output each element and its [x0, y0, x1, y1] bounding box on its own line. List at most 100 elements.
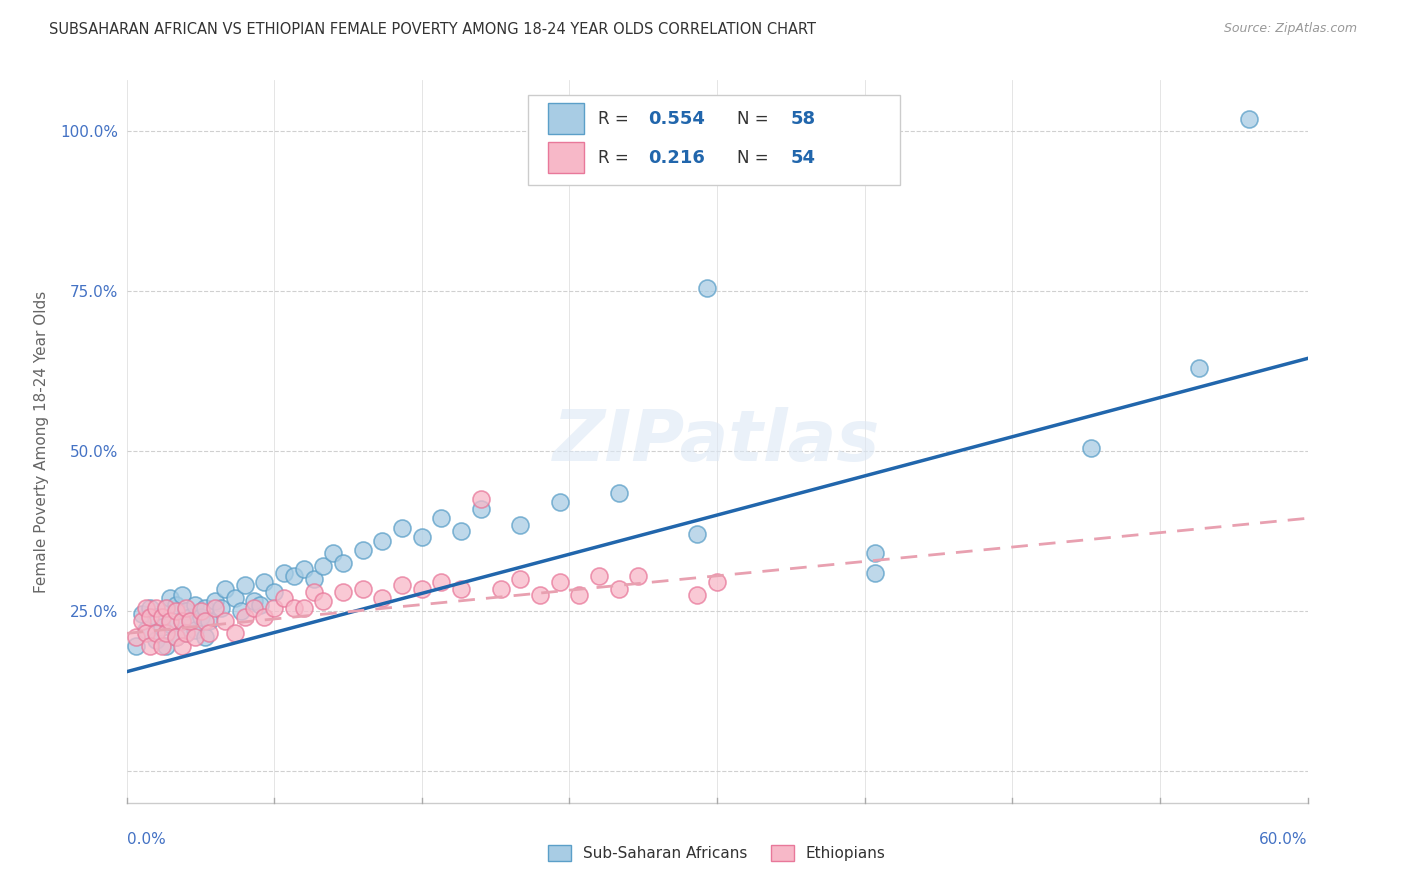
Point — [224, 591, 246, 606]
Point — [194, 600, 217, 615]
Point — [179, 614, 201, 628]
Point — [145, 600, 167, 615]
Point — [430, 575, 453, 590]
Point — [568, 588, 591, 602]
Text: 0.554: 0.554 — [648, 110, 706, 128]
Point — [214, 582, 236, 596]
Point — [253, 575, 276, 590]
Point — [125, 630, 148, 644]
Point — [159, 591, 181, 606]
Point — [233, 610, 256, 624]
Point — [607, 485, 630, 500]
Point — [249, 598, 271, 612]
Point — [204, 600, 226, 615]
Point — [233, 578, 256, 592]
Point — [450, 524, 472, 538]
Point — [165, 630, 187, 644]
Point — [548, 575, 571, 590]
Point — [224, 626, 246, 640]
Point — [198, 626, 221, 640]
Point — [273, 591, 295, 606]
Point — [170, 588, 193, 602]
Text: Source: ZipAtlas.com: Source: ZipAtlas.com — [1223, 22, 1357, 36]
Text: 0.0%: 0.0% — [127, 832, 166, 847]
Point — [371, 591, 394, 606]
Point — [588, 569, 610, 583]
Point — [292, 600, 315, 615]
Point — [391, 578, 413, 592]
Point — [135, 623, 157, 637]
Y-axis label: Female Poverty Among 18-24 Year Olds: Female Poverty Among 18-24 Year Olds — [34, 291, 49, 592]
Point — [150, 639, 173, 653]
Point — [214, 614, 236, 628]
Point — [391, 521, 413, 535]
Point — [332, 556, 354, 570]
FancyBboxPatch shape — [529, 95, 900, 185]
Point — [1188, 361, 1211, 376]
Text: 54: 54 — [790, 149, 815, 167]
Point — [292, 562, 315, 576]
Point — [150, 620, 173, 634]
Point — [190, 604, 212, 618]
Point — [145, 632, 167, 647]
Text: 60.0%: 60.0% — [1260, 832, 1308, 847]
Point — [243, 600, 266, 615]
Point — [411, 582, 433, 596]
Point — [686, 527, 709, 541]
Point — [253, 610, 276, 624]
Point — [174, 604, 197, 618]
Point — [352, 543, 374, 558]
Point — [696, 281, 718, 295]
Point — [450, 582, 472, 596]
Point — [174, 626, 197, 640]
Point — [1080, 441, 1102, 455]
Point — [139, 639, 162, 653]
Point — [131, 607, 153, 622]
FancyBboxPatch shape — [548, 143, 583, 173]
Text: N =: N = — [737, 110, 775, 128]
Point — [209, 600, 232, 615]
Point — [283, 600, 305, 615]
Point — [131, 614, 153, 628]
Point — [312, 594, 335, 608]
Point — [322, 546, 344, 560]
Text: SUBSAHARAN AFRICAN VS ETHIOPIAN FEMALE POVERTY AMONG 18-24 YEAR OLDS CORRELATION: SUBSAHARAN AFRICAN VS ETHIOPIAN FEMALE P… — [49, 22, 817, 37]
Legend: Sub-Saharan Africans, Ethiopians: Sub-Saharan Africans, Ethiopians — [543, 839, 891, 867]
Point — [184, 623, 207, 637]
Point — [155, 600, 177, 615]
Point — [509, 517, 531, 532]
Text: 0.216: 0.216 — [648, 149, 706, 167]
Text: 58: 58 — [790, 110, 815, 128]
Point — [174, 626, 197, 640]
Point — [302, 572, 325, 586]
Point — [190, 610, 212, 624]
Point — [125, 639, 148, 653]
Point — [159, 614, 181, 628]
Point — [165, 604, 187, 618]
Point — [159, 616, 181, 631]
Point — [312, 559, 335, 574]
Point — [174, 600, 197, 615]
Point — [263, 600, 285, 615]
Point — [371, 533, 394, 548]
Point — [145, 626, 167, 640]
Point — [627, 569, 650, 583]
Point — [155, 639, 177, 653]
Text: R =: R = — [598, 110, 634, 128]
Point — [184, 630, 207, 644]
Point — [302, 584, 325, 599]
Point — [548, 495, 571, 509]
Point — [155, 626, 177, 640]
Point — [263, 584, 285, 599]
Point — [470, 501, 492, 516]
Point — [509, 572, 531, 586]
Point — [135, 600, 157, 615]
Point — [332, 584, 354, 599]
Point — [145, 610, 167, 624]
Point — [139, 600, 162, 615]
Point — [194, 614, 217, 628]
Point — [411, 531, 433, 545]
Point — [229, 604, 252, 618]
Point — [170, 614, 193, 628]
Point — [706, 575, 728, 590]
